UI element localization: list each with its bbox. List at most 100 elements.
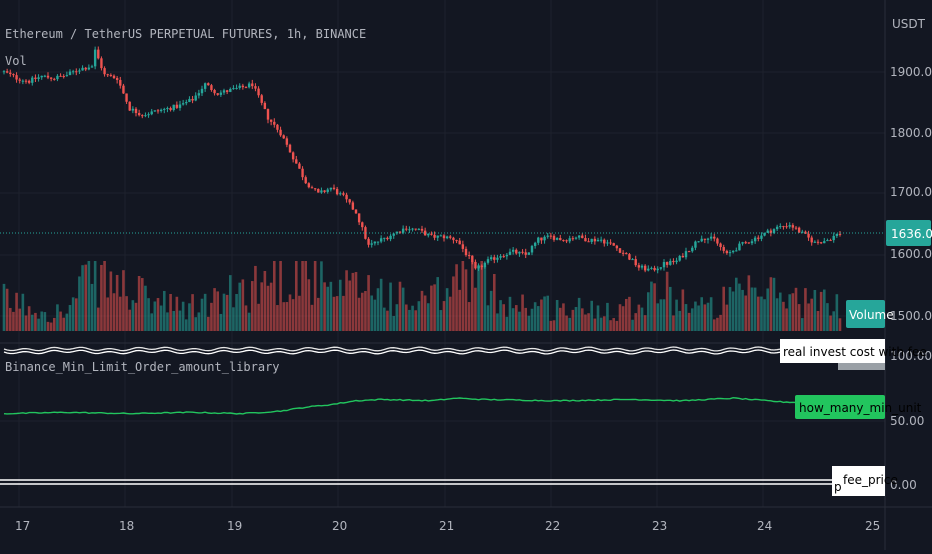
candle-body[interactable] [238, 85, 241, 88]
candle-body[interactable] [232, 88, 235, 90]
candle-body[interactable] [584, 238, 587, 242]
candle-body[interactable] [241, 85, 245, 88]
candle-body[interactable] [27, 80, 31, 83]
candle-body[interactable] [137, 113, 141, 116]
candle-body[interactable] [565, 240, 568, 242]
candle-body[interactable] [540, 237, 543, 241]
candle-body[interactable] [285, 138, 289, 145]
candle-body[interactable] [257, 88, 260, 96]
candles[interactable] [2, 46, 842, 274]
candle-body[interactable] [455, 240, 458, 242]
candle-body[interactable] [191, 98, 194, 101]
candle-body[interactable] [637, 265, 641, 268]
candle-body[interactable] [656, 268, 659, 271]
candle-body[interactable] [345, 194, 348, 200]
candle-body[interactable] [458, 240, 461, 245]
candle-body[interactable] [134, 108, 138, 114]
candle-body[interactable] [559, 238, 562, 241]
candle-body[interactable] [317, 188, 320, 193]
candle-body[interactable] [53, 78, 56, 80]
candle-body[interactable] [706, 238, 710, 240]
candle-body[interactable] [552, 235, 556, 240]
candle-body[interactable] [813, 241, 817, 243]
candle-body[interactable] [364, 227, 367, 239]
candle-body[interactable] [461, 244, 465, 249]
candle-body[interactable] [398, 231, 402, 233]
candle-body[interactable] [78, 70, 81, 72]
candle-body[interactable] [562, 240, 565, 242]
candle-body[interactable] [464, 248, 468, 256]
candle-body[interactable] [225, 90, 229, 92]
candle-body[interactable] [119, 79, 122, 86]
candle-body[interactable] [816, 241, 820, 243]
candle-body[interactable] [757, 237, 760, 239]
candle-body[interactable] [621, 252, 625, 254]
candle-body[interactable] [449, 236, 452, 238]
candle-body[interactable] [483, 262, 487, 268]
candle-body[interactable] [408, 229, 411, 231]
candle-body[interactable] [731, 250, 735, 253]
candle-body[interactable] [37, 77, 40, 80]
candle-body[interactable] [254, 86, 257, 89]
candle-body[interactable] [21, 80, 25, 82]
candle-body[interactable] [678, 255, 681, 261]
candle-body[interactable] [379, 238, 383, 242]
candle-body[interactable] [34, 77, 37, 80]
candle-body[interactable] [144, 115, 147, 117]
candle-body[interactable] [760, 235, 763, 239]
candle-body[interactable] [100, 58, 103, 69]
candle-body[interactable] [12, 74, 15, 76]
candle-body[interactable] [298, 163, 301, 169]
candle-body[interactable] [295, 159, 298, 164]
candle-body[interactable] [801, 231, 804, 233]
candle-body[interactable] [56, 75, 59, 80]
candle-body[interactable] [335, 188, 339, 195]
candle-body[interactable] [97, 49, 100, 59]
candle-body[interactable] [467, 255, 471, 257]
candle-body[interactable] [423, 230, 427, 236]
candle-body[interactable] [804, 231, 807, 234]
candle-body[interactable] [722, 247, 725, 251]
candle-body[interactable] [332, 187, 336, 189]
candle-body[interactable] [247, 83, 251, 88]
candle-body[interactable] [769, 230, 773, 233]
candle-body[interactable] [537, 237, 540, 243]
candle-body[interactable] [750, 241, 754, 244]
candle-body[interactable] [181, 103, 185, 105]
candle-body[interactable] [235, 87, 238, 89]
candle-body[interactable] [653, 267, 656, 271]
candle-body[interactable] [436, 235, 439, 238]
candle-body[interactable] [18, 79, 21, 81]
candle-body[interactable] [634, 259, 637, 266]
candle-body[interactable] [166, 108, 169, 110]
candle-body[interactable] [515, 249, 518, 254]
candle-body[interactable] [222, 90, 226, 93]
candle-body[interactable] [163, 108, 166, 110]
candle-body[interactable] [65, 75, 69, 77]
candle-body[interactable] [546, 235, 549, 237]
candle-body[interactable] [794, 227, 798, 229]
candle-body[interactable] [367, 238, 370, 245]
candle-body[interactable] [351, 202, 355, 210]
candle-body[interactable] [49, 77, 53, 79]
candle-body[interactable] [46, 75, 50, 78]
candle-body[interactable] [282, 135, 285, 139]
candle-body[interactable] [291, 152, 295, 160]
candle-body[interactable] [75, 71, 78, 73]
candle-body[interactable] [766, 230, 769, 233]
candle-body[interactable] [90, 66, 94, 68]
candle-body[interactable] [59, 75, 62, 77]
candle-body[interactable] [596, 239, 600, 242]
candle-body[interactable] [493, 257, 496, 260]
candle-body[interactable] [603, 239, 606, 244]
candle-body[interactable] [782, 226, 785, 228]
candle-body[interactable] [219, 92, 223, 95]
candle-body[interactable] [687, 251, 691, 253]
candle-body[interactable] [590, 238, 593, 242]
candle-body[interactable] [213, 90, 216, 94]
candle-body[interactable] [84, 67, 87, 70]
candle-body[interactable] [587, 241, 590, 243]
candle-body[interactable] [772, 229, 776, 233]
candle-body[interactable] [150, 111, 153, 115]
